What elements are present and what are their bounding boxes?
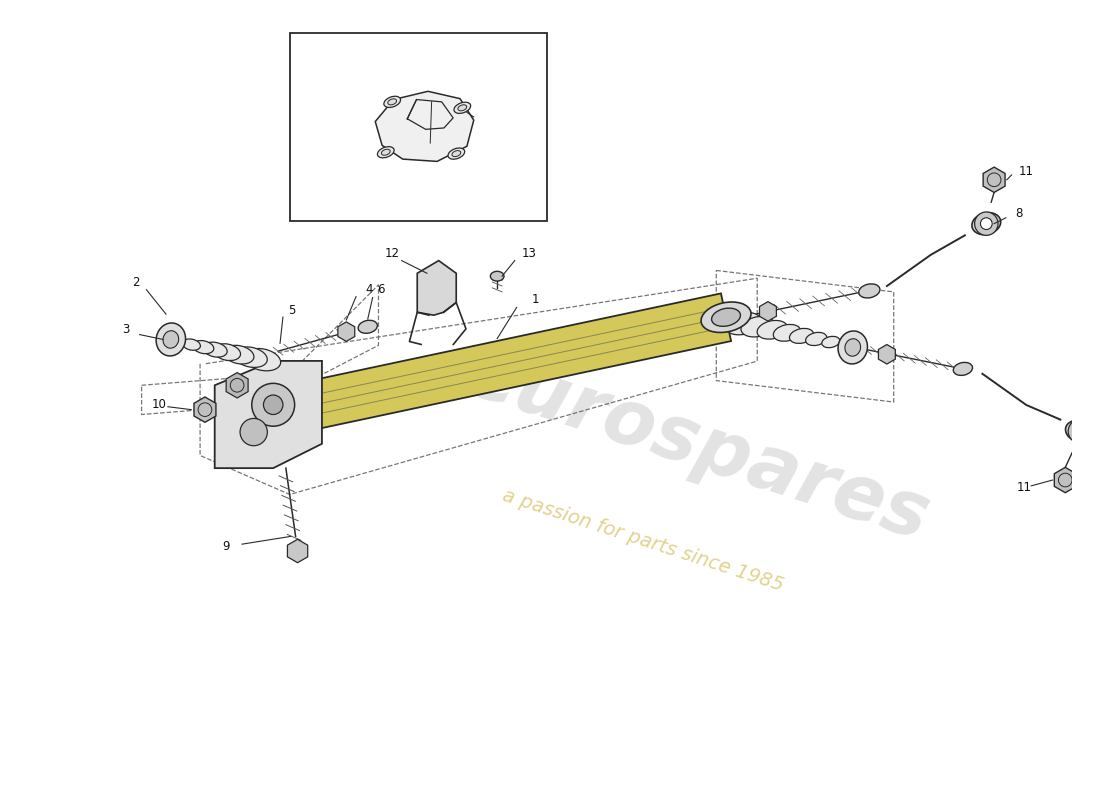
Ellipse shape [954,362,972,375]
Text: 2: 2 [132,277,140,290]
Ellipse shape [701,302,751,333]
Text: 3: 3 [122,323,130,336]
Ellipse shape [454,102,471,114]
Text: 8: 8 [1015,207,1023,221]
Ellipse shape [773,325,801,342]
Ellipse shape [163,330,178,348]
Text: 6: 6 [377,283,385,296]
Circle shape [263,395,283,414]
Ellipse shape [757,321,788,339]
Ellipse shape [384,96,400,107]
Ellipse shape [183,339,200,350]
Text: 11: 11 [1016,482,1032,494]
Text: 13: 13 [521,247,537,260]
Ellipse shape [822,336,840,348]
Ellipse shape [213,344,241,361]
Polygon shape [214,361,322,468]
Text: 4: 4 [366,283,373,296]
Ellipse shape [712,308,740,326]
Ellipse shape [741,317,774,337]
Circle shape [240,418,267,446]
Ellipse shape [244,349,280,371]
Text: 10: 10 [152,398,166,411]
Ellipse shape [156,323,186,356]
Ellipse shape [359,320,377,334]
Text: a passion for parts since 1985: a passion for parts since 1985 [500,486,786,595]
Ellipse shape [1066,420,1094,442]
Ellipse shape [388,99,397,105]
Text: 9: 9 [222,540,230,553]
Ellipse shape [725,313,761,335]
Circle shape [1074,426,1086,437]
Polygon shape [759,302,777,321]
Text: eurospares: eurospares [456,337,938,557]
Circle shape [980,218,992,230]
Text: 5: 5 [288,304,295,317]
Polygon shape [263,294,732,438]
Ellipse shape [859,284,880,298]
Polygon shape [417,261,456,315]
Circle shape [252,383,295,426]
Polygon shape [879,345,895,364]
Polygon shape [1054,467,1076,493]
Polygon shape [194,397,216,422]
Polygon shape [338,322,355,342]
Ellipse shape [838,331,868,364]
Polygon shape [287,539,308,562]
Ellipse shape [382,150,390,155]
Ellipse shape [805,332,827,346]
Ellipse shape [202,342,228,357]
Bar [289,34,547,221]
Ellipse shape [223,346,254,364]
Ellipse shape [448,148,464,159]
Text: 1: 1 [531,293,539,306]
Polygon shape [375,91,474,162]
Ellipse shape [458,105,466,111]
Ellipse shape [790,328,814,343]
Ellipse shape [234,347,267,367]
Text: 12: 12 [385,247,400,260]
Ellipse shape [452,150,461,157]
Polygon shape [227,373,249,398]
Circle shape [1068,419,1091,443]
Text: 11: 11 [1019,166,1034,178]
Ellipse shape [845,338,860,356]
Polygon shape [983,167,1005,193]
Ellipse shape [491,271,504,281]
Ellipse shape [377,146,394,158]
Ellipse shape [972,213,1001,234]
Circle shape [975,212,998,235]
Ellipse shape [192,341,213,354]
